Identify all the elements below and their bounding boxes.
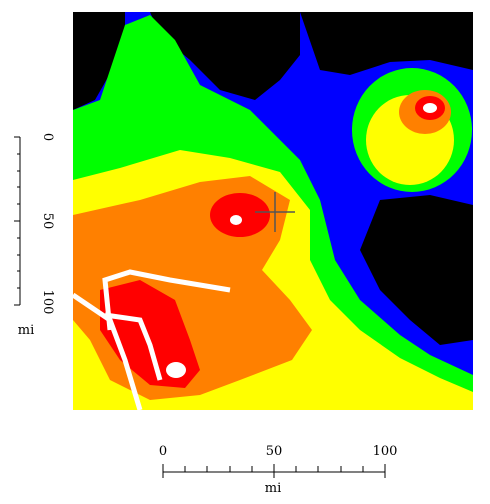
- scale-label: 50: [266, 444, 283, 459]
- vertical-scale: 0 50 100 mi: [14, 133, 55, 338]
- scale-unit: mi: [18, 323, 35, 338]
- scale-label: 50: [40, 213, 55, 230]
- scale-unit: mi: [265, 481, 282, 496]
- scale-label: 0: [159, 444, 167, 459]
- horizontal-scale: 0 50 100 mi: [159, 444, 398, 496]
- density-map: [71, 12, 473, 411]
- scale-label: 0: [40, 133, 55, 141]
- scale-label: 100: [373, 444, 398, 459]
- scale-label: 100: [40, 290, 55, 315]
